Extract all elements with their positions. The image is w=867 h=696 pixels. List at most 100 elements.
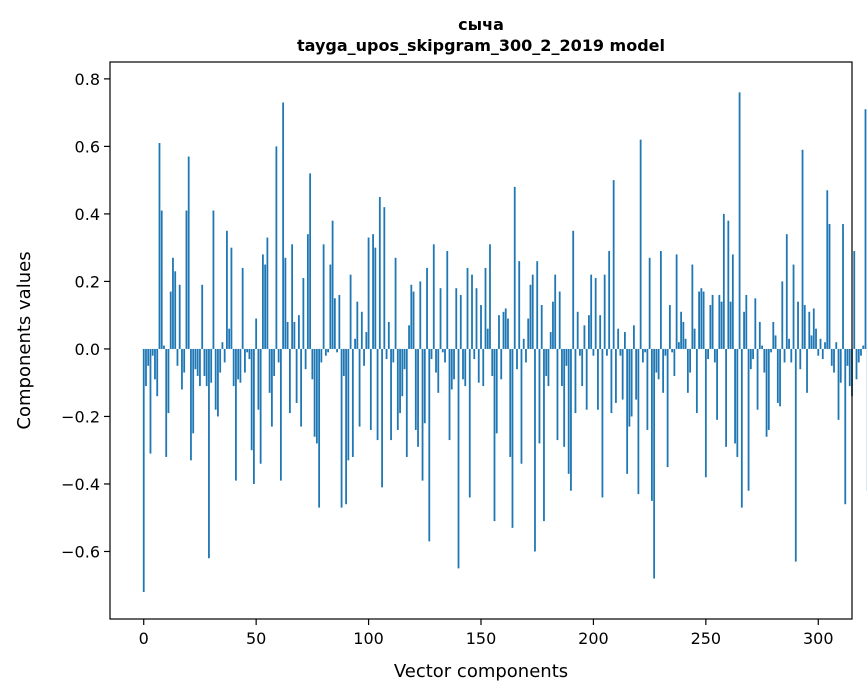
- bar: [857, 348, 860, 363]
- bar: [259, 348, 262, 464]
- bar: [187, 156, 190, 349]
- bar: [293, 321, 296, 349]
- bar: [228, 328, 231, 349]
- bar: [686, 348, 689, 393]
- bar: [516, 348, 518, 370]
- bar: [657, 348, 660, 380]
- bar: [785, 234, 788, 349]
- y-tick-label: −0.6: [61, 542, 100, 561]
- bar: [192, 348, 195, 434]
- bar: [713, 348, 716, 363]
- bar: [756, 348, 759, 410]
- bar: [722, 213, 725, 349]
- bar: [158, 143, 161, 349]
- bar: [734, 348, 736, 444]
- bar: [183, 348, 186, 373]
- bar: [774, 335, 777, 349]
- y-tick-label: 0.8: [75, 70, 100, 89]
- bar: [268, 348, 271, 393]
- bar: [219, 348, 222, 373]
- bar: [855, 348, 858, 380]
- bar: [315, 348, 318, 444]
- bar: [286, 321, 289, 349]
- bar: [547, 348, 550, 387]
- bar: [621, 348, 624, 400]
- bar: [689, 348, 692, 373]
- bar: [576, 311, 579, 349]
- bar: [725, 348, 727, 447]
- bar: [208, 348, 210, 559]
- bar: [203, 348, 206, 376]
- bar: [439, 288, 442, 349]
- bar: [273, 348, 276, 376]
- bar: [842, 224, 844, 349]
- bar: [253, 348, 255, 484]
- x-tick-label: 200: [578, 629, 609, 648]
- bar: [399, 348, 401, 414]
- bar: [504, 308, 507, 349]
- bar: [466, 267, 469, 349]
- bar: [693, 328, 696, 349]
- bar: [484, 267, 487, 349]
- bar: [803, 305, 806, 349]
- bar: [262, 254, 264, 349]
- bar: [250, 348, 253, 451]
- bar: [396, 348, 399, 430]
- bar: [513, 186, 516, 349]
- bar: [181, 348, 183, 390]
- bar: [806, 348, 808, 393]
- bar: [495, 348, 498, 434]
- x-tick-label: 50: [246, 629, 266, 648]
- bar: [673, 348, 676, 376]
- bar: [232, 348, 235, 387]
- x-tick-label: 0: [139, 629, 149, 648]
- bar: [149, 348, 152, 454]
- bar: [244, 348, 246, 373]
- bar: [421, 348, 424, 481]
- bar: [210, 348, 213, 383]
- bar: [147, 348, 150, 366]
- bar: [507, 318, 509, 349]
- bar: [608, 251, 611, 349]
- bar: [720, 301, 723, 349]
- bar: [633, 325, 635, 349]
- bar: [347, 348, 350, 461]
- bar: [531, 274, 534, 349]
- bar: [174, 271, 177, 349]
- bar: [390, 348, 392, 441]
- bar: [594, 278, 597, 349]
- bar: [331, 220, 334, 349]
- bar: [468, 348, 471, 498]
- bar: [264, 264, 267, 349]
- bar: [374, 247, 377, 349]
- bar: [329, 264, 332, 349]
- bar: [212, 210, 215, 349]
- bar: [752, 348, 754, 360]
- y-tick-label: 0.4: [75, 205, 100, 224]
- bar: [340, 348, 343, 508]
- bar: [381, 348, 383, 488]
- bar: [808, 311, 811, 349]
- bar: [556, 348, 559, 441]
- bar: [480, 305, 482, 349]
- bar: [599, 315, 602, 349]
- bar: [405, 348, 408, 457]
- bar: [707, 348, 709, 360]
- bar: [781, 281, 784, 349]
- bar: [491, 348, 494, 376]
- bar: [369, 348, 372, 430]
- bar: [606, 348, 608, 356]
- bar: [794, 348, 797, 562]
- bar: [646, 348, 649, 430]
- bar: [300, 348, 303, 427]
- bar: [489, 244, 491, 349]
- bar: [358, 348, 361, 427]
- bar: [360, 311, 363, 349]
- bar: [412, 291, 415, 349]
- y-tick-label: 0.2: [75, 272, 100, 291]
- bar: [336, 348, 338, 353]
- bar: [666, 348, 669, 468]
- bar: [372, 234, 374, 349]
- bar: [624, 332, 626, 349]
- bar: [320, 348, 323, 363]
